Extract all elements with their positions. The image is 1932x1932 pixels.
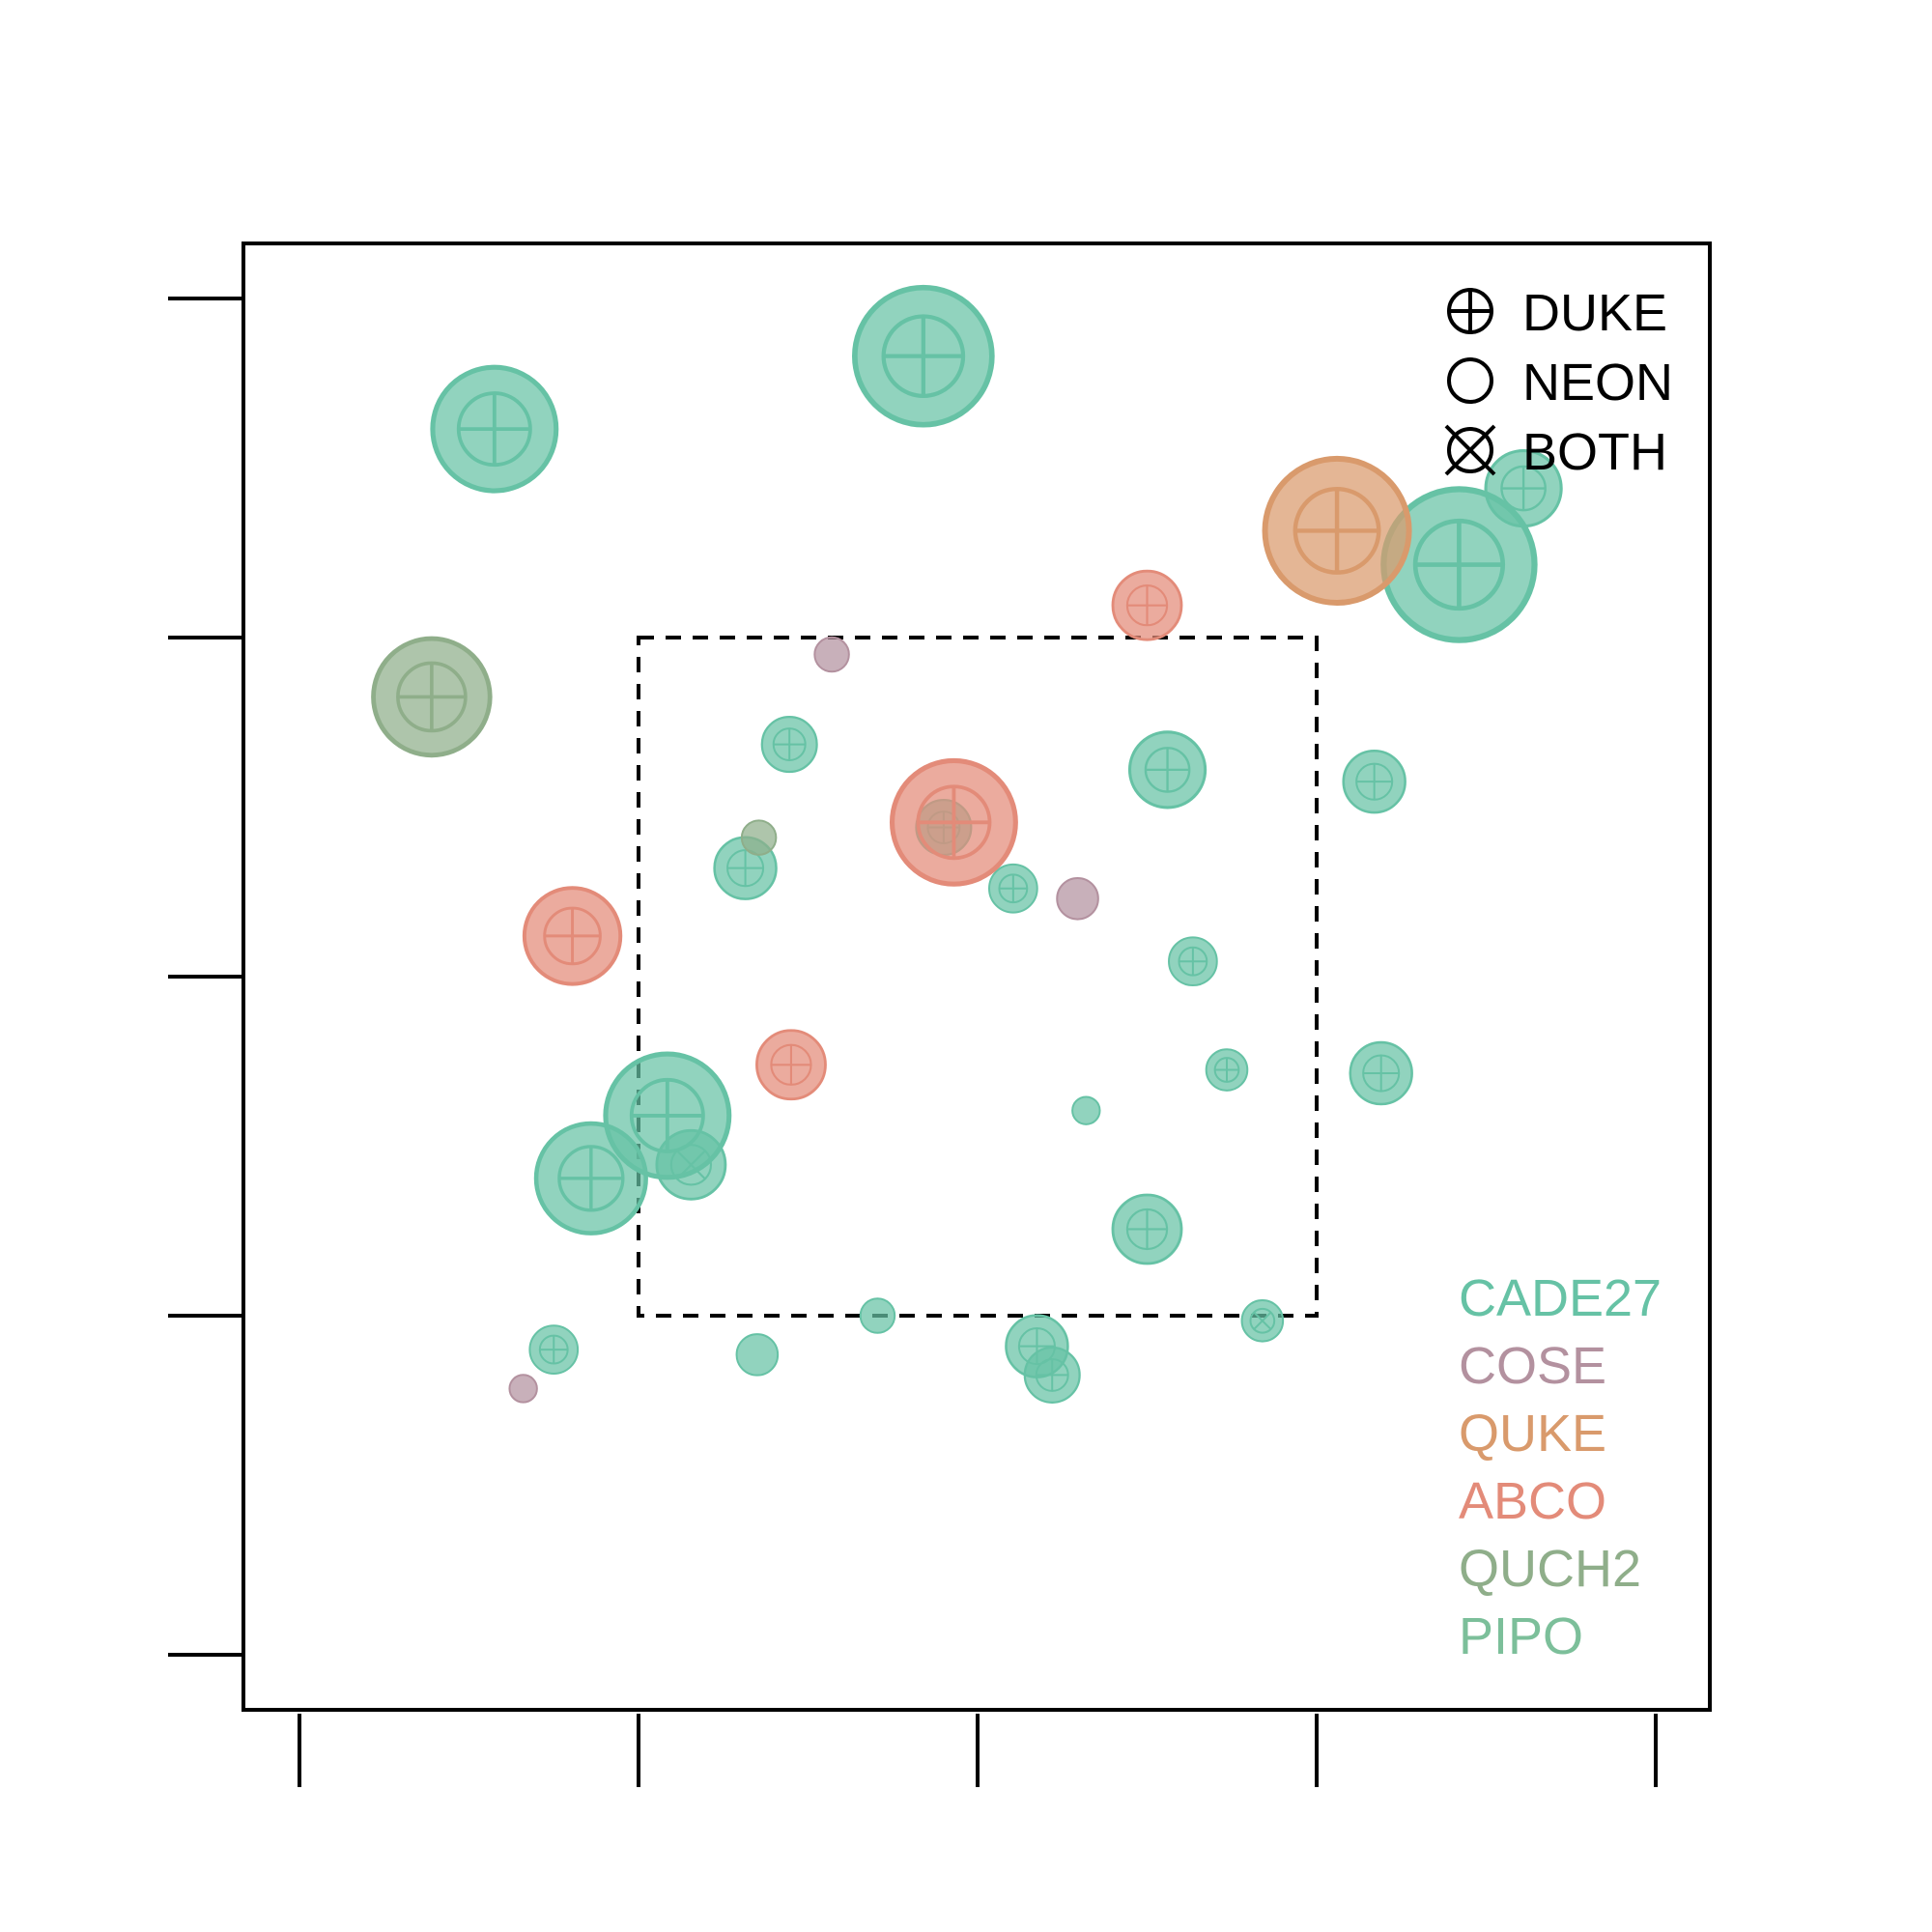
circle-icon <box>1447 357 1493 404</box>
species-label-quke: QUKE <box>1459 1405 1606 1463</box>
point-abco <box>522 886 623 986</box>
point-ring <box>669 1144 713 1186</box>
species-label-cade27: CADE27 <box>1459 1269 1662 1327</box>
point-cose <box>813 636 850 673</box>
species-label-pipo: PIPO <box>1459 1607 1583 1665</box>
point-abco <box>889 757 1018 887</box>
point-cade27 <box>735 1333 780 1377</box>
legend-label-duke: DUKE <box>1522 284 1667 342</box>
point-cade27 <box>988 863 1038 914</box>
point-quch2 <box>371 636 493 758</box>
species-label-abco: ABCO <box>1459 1472 1606 1530</box>
point-cade27 <box>1071 1095 1101 1125</box>
point-cade27 <box>1127 730 1208 810</box>
point-cade27 <box>1168 936 1218 987</box>
circle-x-icon <box>1447 427 1493 473</box>
point-ring <box>1249 1307 1276 1334</box>
point-bubble <box>735 1333 780 1377</box>
point-cade27 <box>1111 1193 1183 1265</box>
legend-label-both: BOTH <box>1522 423 1667 481</box>
highlight-box <box>637 636 1319 1318</box>
point-bubble <box>508 1374 538 1404</box>
point-bubble <box>1071 1095 1101 1125</box>
y-axis <box>168 297 242 1657</box>
point-cade27 <box>1205 1048 1249 1092</box>
point-cade27 <box>528 1324 580 1375</box>
point-cade27 <box>859 1297 896 1334</box>
point-cade27 <box>1349 1040 1413 1106</box>
species-label-cose: COSE <box>1459 1337 1606 1395</box>
legend-label-neon: NEON <box>1522 354 1673 412</box>
legend-entry-duke: DUKE <box>1447 284 1667 342</box>
point-cade27 <box>655 1128 727 1201</box>
point-abco <box>1111 569 1183 641</box>
species-legend: CADE27 COSE QUKE ABCO QUCH2 PIPO <box>1459 1269 1662 1665</box>
point-bubble <box>740 819 778 856</box>
point-cade27 <box>760 716 818 774</box>
legend-entry-neon: NEON <box>1447 354 1673 412</box>
point-cose <box>508 1374 538 1404</box>
x-axis <box>298 1714 1658 1787</box>
point-cade27 <box>1240 1298 1285 1343</box>
point-quke <box>1262 455 1412 606</box>
point-quch2 <box>740 819 778 856</box>
point-bubble <box>813 636 850 673</box>
point-cade27 <box>533 1121 648 1236</box>
points-layer <box>371 284 1563 1404</box>
point-cade27 <box>1484 448 1563 528</box>
plot-frame <box>242 242 1712 1712</box>
point-cose <box>1056 876 1099 921</box>
point-cade27 <box>1380 486 1538 643</box>
source-legend: DUKE NEON BOTH <box>1444 284 1673 481</box>
point-cross <box>676 1150 706 1179</box>
point-bubble <box>1056 876 1099 921</box>
point-abco <box>755 1029 827 1101</box>
point-cade27 <box>1342 749 1406 814</box>
point-cade27 <box>430 364 559 494</box>
point-cade27 <box>1023 1346 1081 1404</box>
species-label-quch2: QUCH2 <box>1459 1540 1641 1598</box>
point-cross <box>1253 1311 1272 1330</box>
point-bubble <box>859 1297 896 1334</box>
legend-entry-both: BOTH <box>1444 423 1667 481</box>
point-cade27 <box>852 284 995 428</box>
